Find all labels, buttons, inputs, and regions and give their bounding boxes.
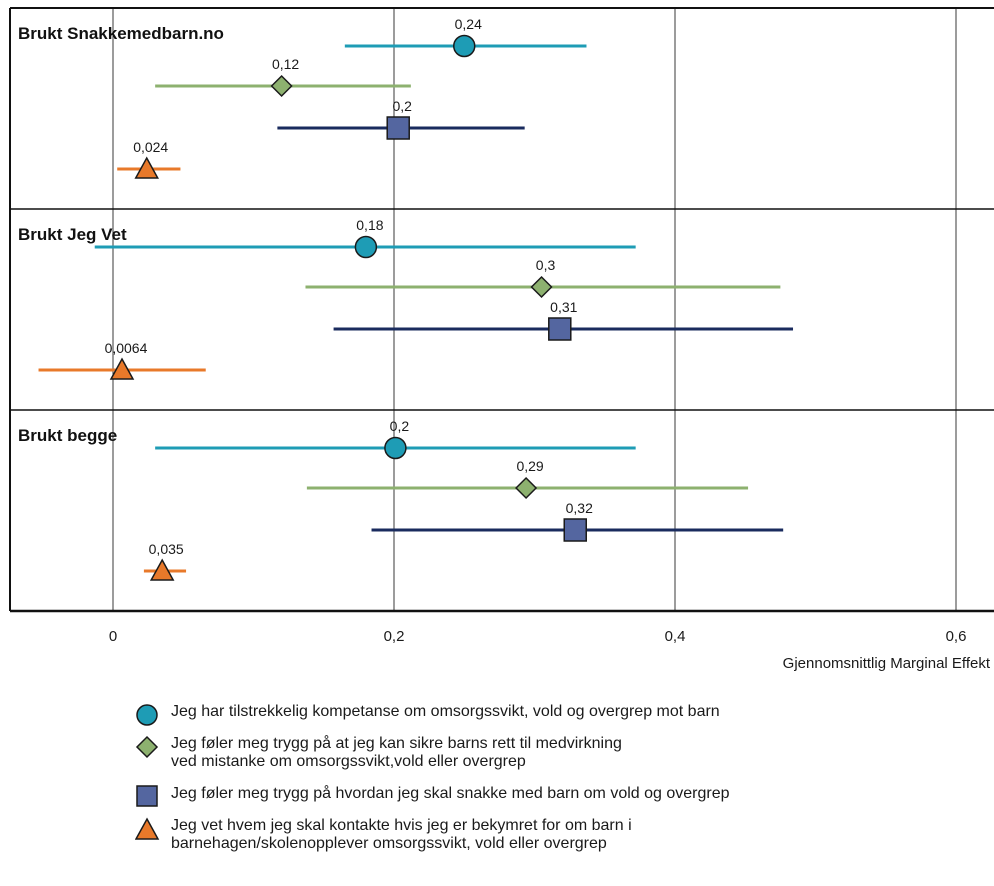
x-axis: 0 0,2 0,4 0,6 Gjennomsnittlig Marginal Effek… — [109, 628, 991, 672]
triangle-marker — [109, 357, 135, 380]
data-label: 0,2 — [390, 418, 410, 434]
plot-marks: Brukt Snakkemedbarn.no 0,24 0,12 0,2 0,024 Br… — [18, 16, 794, 581]
triangle-marker — [134, 156, 159, 179]
x-axis-label: Gjennomsnittlig Marginal Effekt — [783, 655, 991, 672]
x-tick-label: 0,2 — [384, 628, 405, 645]
triangle-marker-icon — [135, 817, 160, 840]
panel-title: Brukt Snakkemedbarn.no — [18, 24, 224, 43]
legend-label: Jeg føler meg trygg på at jeg kan sikre … — [171, 735, 622, 770]
legend-item-triangle: Jeg vet hvem jeg skal kontakte hvis jeg … — [135, 817, 955, 853]
data-label: 0,32 — [566, 500, 593, 516]
square-marker — [386, 116, 410, 140]
data-label: 0,2 — [392, 98, 412, 114]
square-marker — [548, 317, 572, 341]
x-tick-label: 0,6 — [946, 628, 967, 645]
circle-marker — [453, 34, 476, 58]
panel-title: Brukt begge — [18, 426, 117, 445]
grid-lines — [9, 7, 994, 613]
data-label: 0,035 — [149, 541, 184, 557]
data-label: 0,29 — [516, 458, 543, 474]
square-marker — [563, 518, 587, 542]
diamond-marker-icon — [135, 735, 159, 759]
legend-item-square: Jeg føler meg trygg på hvordan jeg skal … — [135, 785, 955, 807]
data-label: 0,24 — [455, 16, 482, 32]
circle-marker-icon — [136, 704, 158, 726]
x-tick-label: 0,4 — [665, 628, 686, 645]
legend-label: Jeg føler meg trygg på hvordan jeg skal … — [171, 785, 730, 802]
legend-label: Jeg vet hvem jeg skal kontakte hvis jeg … — [171, 817, 632, 852]
diamond-marker — [270, 74, 293, 98]
data-label: 0,18 — [356, 217, 383, 233]
square-marker-icon — [136, 785, 158, 807]
data-label: 0,024 — [133, 139, 168, 155]
circle-marker — [384, 436, 407, 460]
diamond-marker — [515, 476, 538, 500]
data-label: 0,31 — [550, 299, 577, 315]
diamond-marker — [530, 275, 553, 299]
data-label: 0,12 — [272, 56, 299, 72]
legend-item-diamond: Jeg føler meg trygg på at jeg kan sikre … — [135, 735, 955, 771]
legend-label: Jeg har tilstrekkelig kompetanse om omso… — [171, 703, 720, 720]
x-tick-label: 0 — [109, 628, 117, 645]
data-label: 0,3 — [536, 257, 556, 273]
legend: Jeg har tilstrekkelig kompetanse om omso… — [135, 703, 955, 867]
data-label: 0,0064 — [105, 340, 148, 356]
triangle-marker — [149, 558, 175, 581]
panel-title: Brukt Jeg Vet — [18, 225, 127, 244]
circle-marker — [354, 235, 378, 259]
legend-item-circle: Jeg har tilstrekkelig kompetanse om omso… — [135, 703, 955, 726]
forest-plot: Brukt Snakkemedbarn.no 0,24 0,12 0,2 0,024 Br… — [9, 7, 994, 672]
